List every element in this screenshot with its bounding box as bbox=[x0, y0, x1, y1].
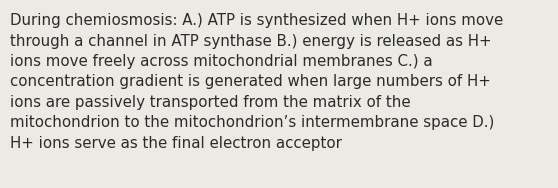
Text: During chemiosmosis: A.) ATP is synthesized when H+ ions move
through a channel : During chemiosmosis: A.) ATP is synthesi… bbox=[10, 13, 503, 151]
